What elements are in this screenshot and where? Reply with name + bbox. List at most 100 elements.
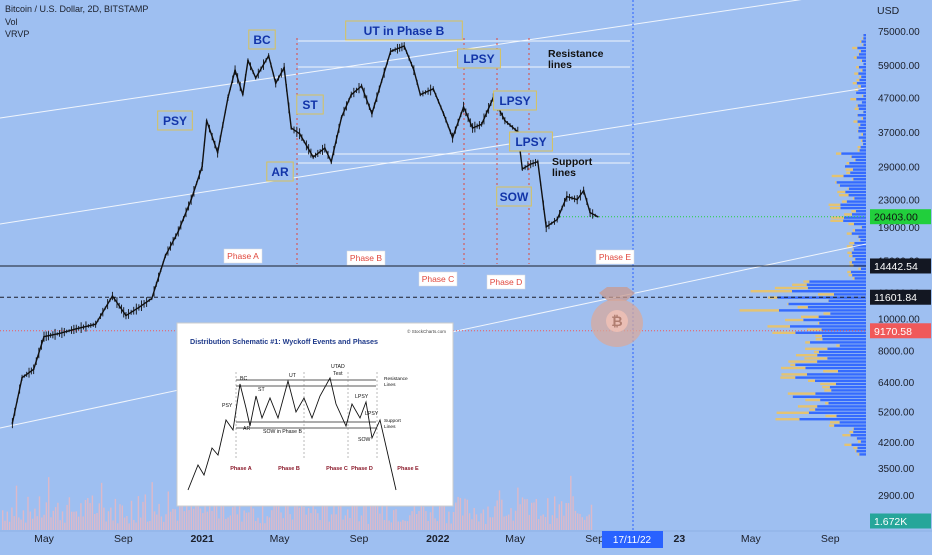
volume-profile-bar: [861, 140, 862, 142]
volume-bar: [520, 504, 521, 530]
volume-bar: [179, 505, 180, 530]
volume-profile-bar: [788, 360, 817, 362]
volume-bar: [345, 515, 346, 530]
volume-profile-bar: [824, 389, 831, 391]
volume-profile-bar: [863, 111, 866, 113]
volume-bar: [46, 502, 47, 530]
volume-bar: [487, 507, 488, 530]
volume-bar: [257, 518, 258, 530]
volume-profile-bar: [780, 376, 795, 378]
phase-label: Phase D: [490, 277, 523, 287]
schematic-source: © StockCharts.com: [407, 328, 446, 334]
volume-bar: [490, 517, 491, 530]
time-tick-label: May: [34, 533, 55, 545]
price-tag-text: 20403.00: [874, 212, 918, 224]
price-tick-label: 4200.00: [878, 438, 915, 449]
volume-bar: [131, 501, 132, 530]
volume-profile-bar: [751, 290, 792, 292]
volume-profile-bar: [863, 37, 866, 39]
price-point: [227, 97, 229, 99]
volume-profile-bar: [861, 440, 866, 442]
volume-bar: [591, 505, 592, 530]
volume-profile-bar: [803, 319, 866, 321]
volume-profile-bar: [805, 348, 827, 350]
volume-bar: [168, 491, 169, 530]
volume-profile-bar: [850, 156, 851, 158]
volume-bar: [460, 498, 461, 530]
volume-bar: [244, 510, 245, 530]
vrvp-indicator-label[interactable]: VRVP: [5, 29, 29, 40]
price-point: [432, 88, 434, 90]
price-point: [504, 120, 506, 122]
volume-bar: [142, 502, 143, 530]
volume-bar: [138, 496, 139, 530]
volume-bar: [285, 504, 286, 530]
volume-profile-bar: [862, 226, 866, 228]
volume-profile-bar: [805, 367, 866, 369]
volume-bar: [241, 522, 242, 530]
volume-bar: [248, 512, 249, 530]
volume-profile-bar: [852, 213, 866, 215]
volume-profile-bar: [849, 242, 854, 244]
price-point: [275, 82, 277, 84]
volume-bar: [87, 498, 88, 530]
price-point: [589, 212, 591, 214]
volume-bar: [55, 507, 56, 530]
wyckoff-schematic-inset: Distribution Schematic #1: Wyckoff Event…: [177, 323, 453, 506]
volume-bar: [501, 500, 502, 530]
volume-bar: [32, 519, 33, 530]
volume-profile-bar: [856, 79, 859, 81]
volume-indicator-label[interactable]: Vol: [5, 17, 18, 28]
volume-bar: [453, 512, 454, 530]
schematic-line-label: Lines: [384, 424, 396, 430]
price-tag-text: 1.672K: [874, 516, 907, 528]
volume-bar: [299, 508, 300, 530]
price-point: [242, 94, 244, 96]
volume-bar: [207, 512, 208, 530]
volume-profile-bar: [777, 412, 809, 414]
volume-profile-bar: [814, 351, 819, 353]
volume-bar: [361, 515, 362, 530]
price-point: [59, 333, 61, 335]
volume-profile-bar: [819, 316, 866, 318]
volume-profile-bar: [857, 437, 866, 439]
volume-profile-bar: [787, 303, 788, 305]
volume-bar: [531, 503, 532, 530]
volume-profile-bar: [847, 252, 851, 254]
volume-profile-bar: [861, 268, 866, 270]
price-point: [341, 116, 343, 118]
volume-profile-bar: [840, 421, 866, 423]
volume-profile-bar: [854, 56, 857, 58]
volume-profile-bar: [858, 124, 860, 126]
volume-profile-bar: [820, 399, 866, 401]
volume-profile-bar: [849, 194, 866, 196]
volume-bar: [218, 518, 219, 530]
volume-profile-bar: [858, 146, 861, 148]
price-tick-label: 59000.00: [878, 61, 920, 72]
volume-bar: [464, 499, 465, 530]
volume-bar: [444, 504, 445, 530]
volume-profile-bar: [775, 418, 799, 420]
volume-bar: [451, 524, 452, 530]
volume-profile-bar: [855, 159, 866, 161]
volume-bar: [306, 515, 307, 530]
volume-profile-bar: [852, 252, 866, 254]
volume-profile-bar: [850, 98, 856, 100]
volume-profile-bar: [853, 447, 857, 449]
price-point: [463, 106, 465, 108]
volume-profile-bar: [785, 319, 803, 321]
volume-profile-bar: [768, 325, 790, 327]
volume-bar: [53, 511, 54, 530]
volume-bar: [536, 499, 537, 530]
price-point: [522, 168, 524, 170]
volume-bar: [317, 513, 318, 530]
price-point: [530, 163, 532, 165]
volume-bar: [577, 513, 578, 530]
volume-bar: [253, 509, 254, 530]
volume-profile-bar: [856, 104, 857, 106]
volume-bar: [101, 483, 102, 530]
volume-profile-bar: [823, 370, 838, 372]
volume-profile-bar: [857, 130, 858, 132]
volume-bar: [85, 500, 86, 530]
